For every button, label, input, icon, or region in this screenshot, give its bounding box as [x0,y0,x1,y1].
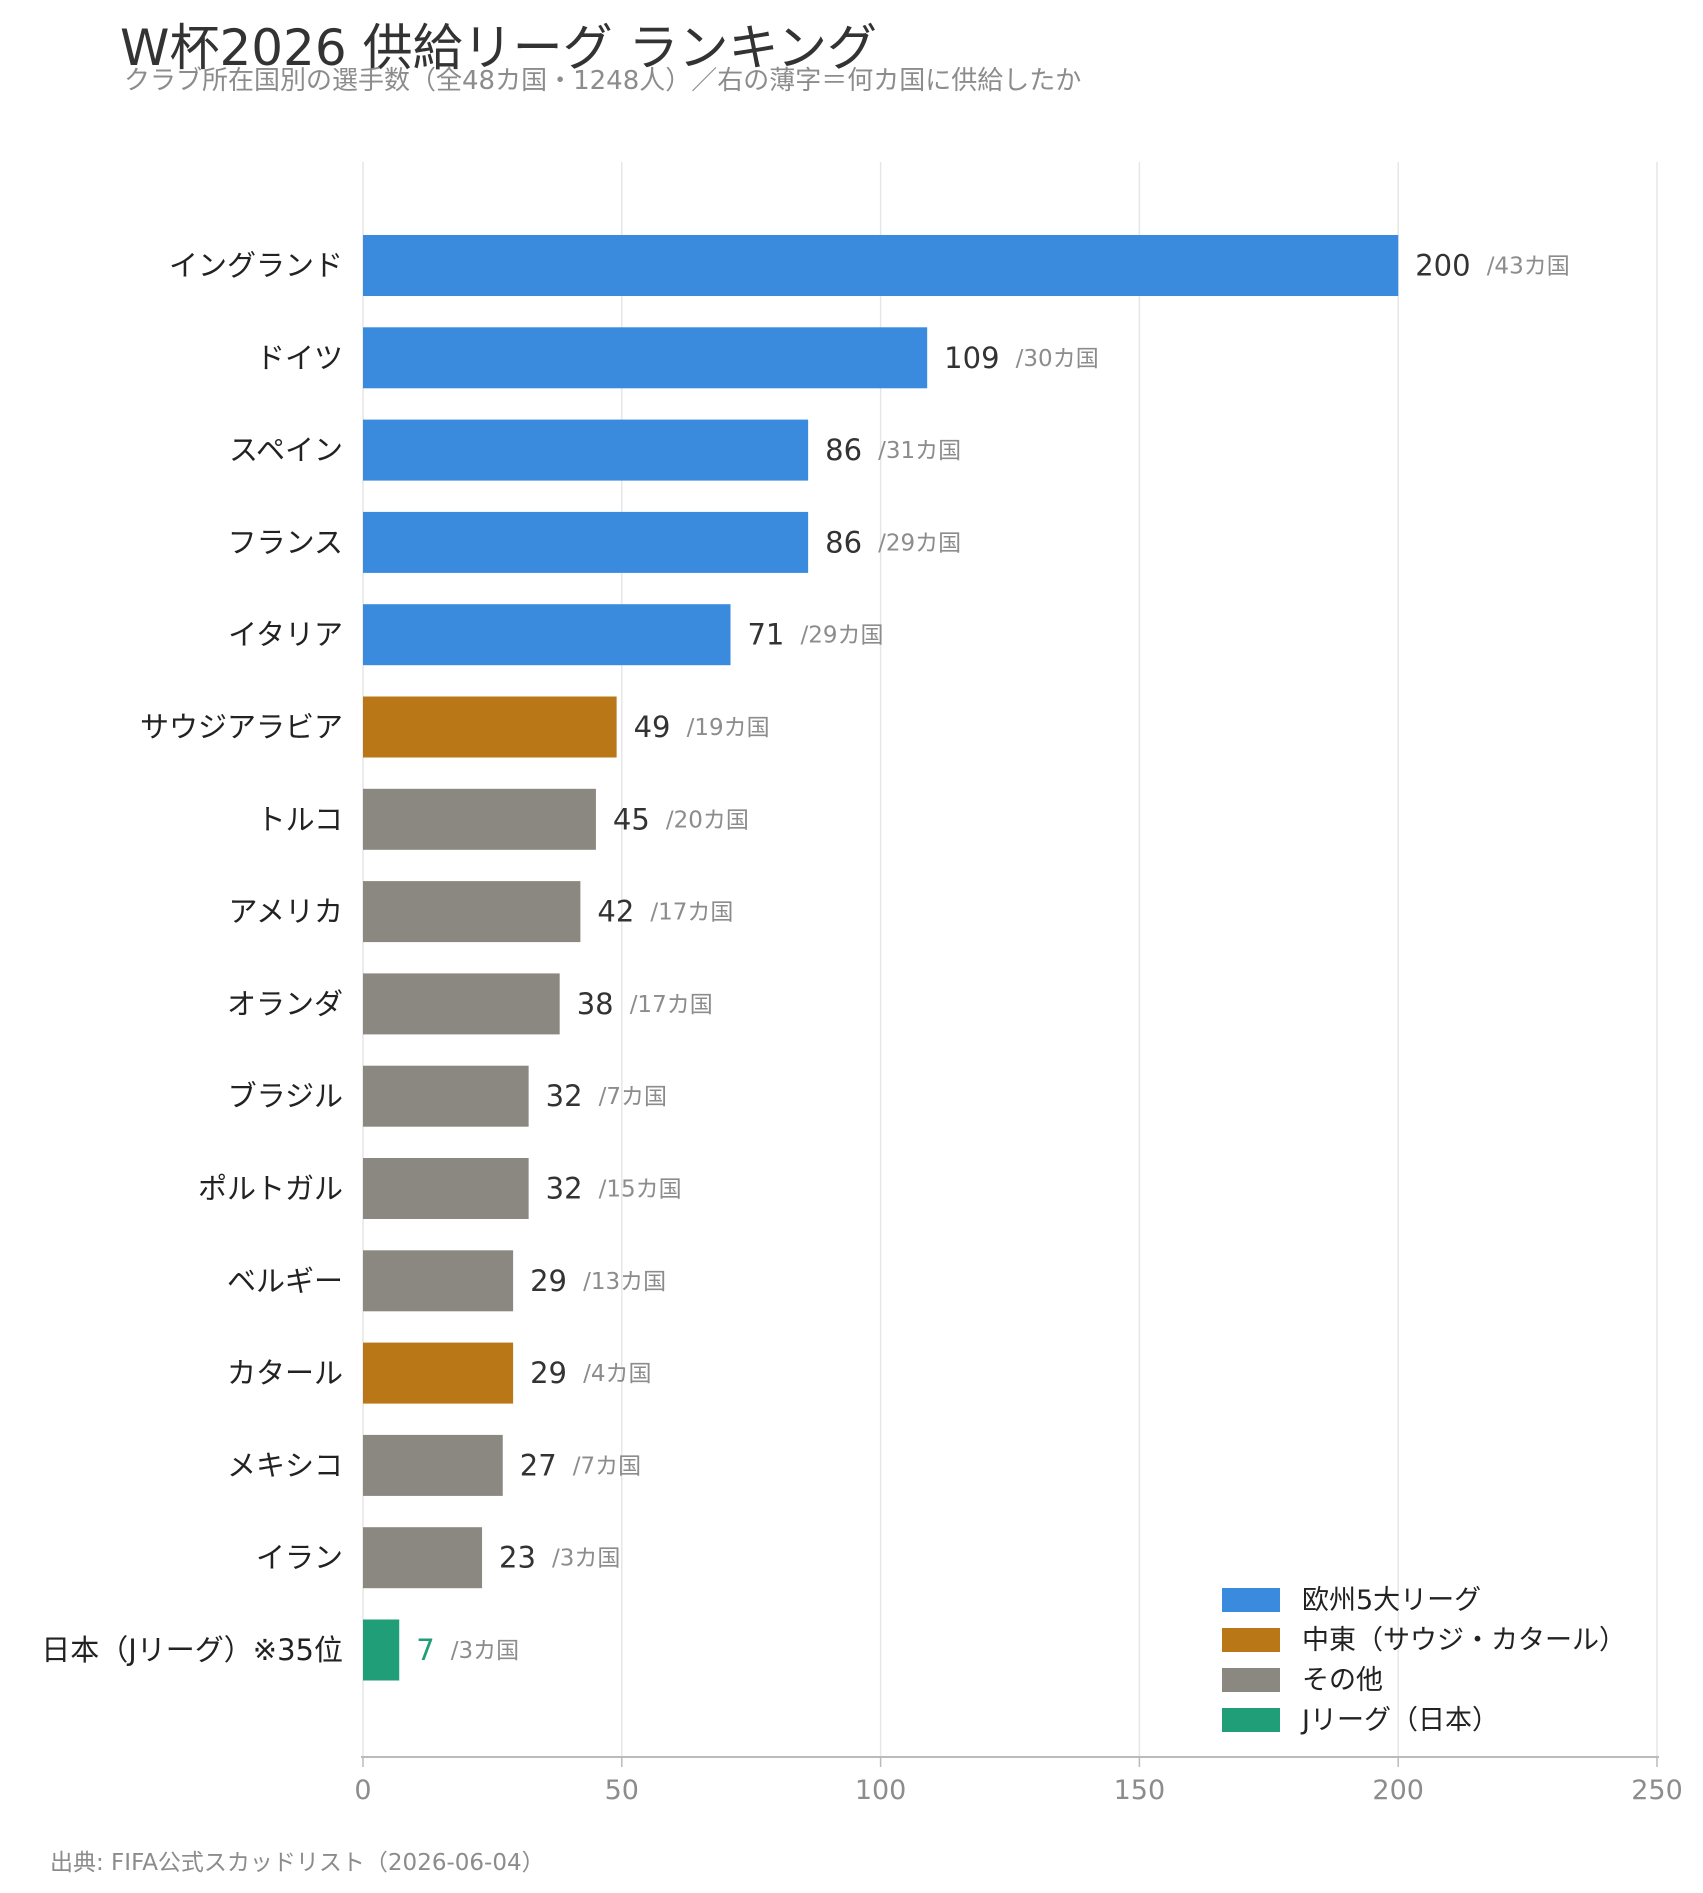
category-label: カタール [227,1356,343,1390]
category-label: ブラジル [228,1079,343,1113]
category-label: フランス [228,525,343,559]
bar [363,696,617,758]
bar [363,788,596,850]
bar [363,511,809,573]
category-label: メキシコ [227,1448,343,1482]
country-count-label: /31カ国 [878,438,961,464]
country-count-label: /3カ国 [451,1638,519,1664]
country-count-label: /29カ国 [800,623,883,649]
chart-subtitle: クラブ所在国別の選手数（全48カ国・1248人）／右の薄字＝何カ国に供給したか [124,66,1082,96]
bar [363,1434,503,1496]
country-count-label: /30カ国 [1016,346,1099,372]
chart-title: W杯2026 供給リーグ ランキング [120,19,877,77]
x-tick-label: 0 [354,1775,371,1806]
legend-swatch [1222,1588,1280,1612]
value-label: 32 [546,1172,583,1206]
x-tick-label: 50 [605,1775,639,1806]
value-label: 86 [825,433,862,467]
value-label: 109 [944,341,999,375]
legend-label: Jリーグ（日本） [1300,1705,1499,1736]
bar [363,419,809,481]
bar [363,1158,529,1219]
country-count-label: /29カ国 [878,530,961,556]
country-count-label: /4カ国 [583,1361,651,1387]
bar [363,1065,529,1127]
category-label: オランダ [227,987,343,1021]
value-label: 200 [1415,249,1470,283]
value-label: 32 [546,1079,583,1113]
category-label: イングランド [169,249,343,283]
bar [363,1527,483,1589]
value-label: 7 [416,1633,434,1667]
country-count-label: /15カ国 [599,1177,682,1203]
value-label: 86 [825,525,862,559]
bar [363,973,560,1035]
value-label: 29 [530,1264,567,1298]
legend-swatch [1222,1628,1280,1652]
country-count-label: /17カ国 [650,900,733,926]
country-count-label: /7カ国 [599,1084,667,1110]
category-label: サウジアラビア [140,710,343,744]
legend-label: 中東（サウジ・カタール） [1302,1625,1626,1656]
bar [363,1619,400,1681]
value-label: 49 [634,710,671,744]
bar [363,327,928,389]
x-tick-label: 250 [1631,1775,1683,1806]
x-tick-label: 100 [855,1775,907,1806]
bar [363,235,1399,296]
category-label: ポルトガル [198,1172,343,1206]
value-label: 23 [499,1541,536,1575]
country-count-label: /43カ国 [1487,254,1570,280]
category-label: スペイン [229,433,343,467]
bar [363,881,581,943]
category-label: ドイツ [256,341,343,375]
legend-swatch [1222,1668,1280,1692]
value-label: 27 [520,1448,557,1482]
x-tick-label: 200 [1372,1775,1424,1806]
country-count-label: /19カ国 [687,715,770,741]
legend-label: 欧州5大リーグ [1302,1585,1481,1616]
country-count-label: /20カ国 [666,807,749,833]
value-label: 71 [747,618,784,652]
country-count-label: /7カ国 [573,1453,641,1479]
legend-label: その他 [1302,1665,1383,1696]
category-label: イタリア [228,618,343,652]
country-count-label: /17カ国 [630,992,713,1018]
category-label: アメリカ [228,895,343,929]
value-label: 45 [613,802,650,836]
value-label: 29 [530,1356,567,1390]
x-tick-label: 150 [1114,1775,1166,1806]
x-axis: 0 50 100 150 200 250 [354,1756,1683,1806]
category-label: ベルギー [227,1264,343,1298]
value-label: 42 [597,895,634,929]
legend-swatch [1222,1708,1280,1732]
grid-lines [362,162,1658,1757]
category-label: 日本（Jリーグ）※35位 [41,1633,343,1667]
country-count-label: /13カ国 [583,1269,666,1295]
category-label: イラン [256,1541,343,1575]
country-count-label: /3カ国 [552,1546,620,1572]
bar [363,1250,514,1312]
source-note: 出典: FIFA公式スカッドリスト（2026-06-04） [50,1850,545,1876]
category-label: トルコ [257,802,343,836]
bar [363,1342,514,1404]
bar [363,604,731,666]
value-label: 38 [577,987,614,1021]
